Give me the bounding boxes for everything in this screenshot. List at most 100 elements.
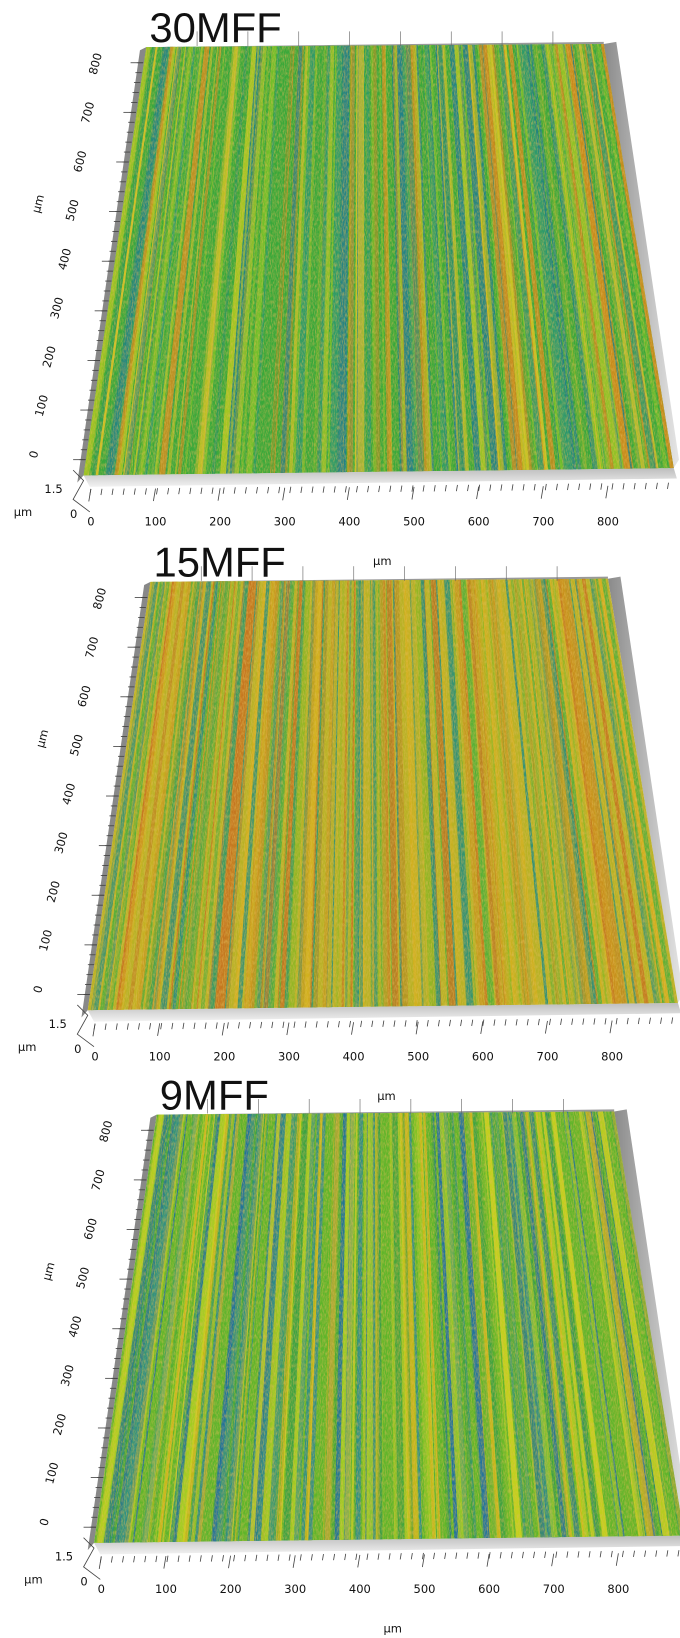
x-minor-tick bbox=[677, 1550, 680, 1557]
x-minor-tick bbox=[466, 1552, 469, 1559]
x-minor-tick bbox=[244, 487, 247, 494]
x-minor-tick bbox=[367, 485, 369, 493]
x-tick-label: 100 bbox=[155, 1582, 177, 1596]
x-minor-tick bbox=[644, 1550, 647, 1557]
x-minor-tick bbox=[633, 482, 636, 490]
x-minor-tick bbox=[256, 487, 258, 494]
surface-texture bbox=[87, 578, 678, 1011]
y-tick-label: 700 bbox=[82, 635, 101, 660]
back-wall bbox=[148, 576, 608, 582]
x-minor-tick bbox=[244, 1554, 247, 1562]
x-minor-tick bbox=[144, 1555, 147, 1563]
x-minor-tick bbox=[215, 1022, 218, 1029]
x-tick bbox=[544, 1020, 548, 1034]
x-minor-tick bbox=[415, 1020, 418, 1027]
x-minor-tick bbox=[166, 1555, 169, 1563]
x-tick-label: 300 bbox=[284, 1582, 306, 1596]
y-tick-label: 300 bbox=[51, 830, 70, 855]
x-minor-tick bbox=[322, 486, 325, 493]
back-wall bbox=[154, 1109, 615, 1115]
y-tick-label: 100 bbox=[36, 928, 55, 953]
x-minor-tick bbox=[510, 1551, 513, 1559]
x-minor-tick bbox=[482, 1019, 485, 1026]
x-minor-tick bbox=[544, 1551, 547, 1558]
x-minor-tick bbox=[349, 1020, 351, 1028]
x-minor-tick bbox=[410, 1553, 413, 1560]
surface bbox=[87, 578, 678, 1011]
x-minor-tick bbox=[599, 1550, 602, 1558]
x-tick bbox=[346, 487, 350, 500]
x-minor-tick bbox=[426, 1020, 429, 1027]
x-minor-tick bbox=[189, 487, 192, 495]
surface-texture bbox=[94, 1111, 680, 1543]
y-tick-label: 400 bbox=[65, 1314, 84, 1339]
x-tick bbox=[540, 486, 544, 499]
x-minor-tick bbox=[604, 1018, 607, 1025]
y-tick-label: 600 bbox=[70, 149, 89, 174]
x-minor-tick bbox=[222, 487, 225, 494]
x-minor-tick bbox=[455, 484, 458, 492]
x-minor-tick bbox=[366, 1553, 369, 1560]
x-minor-tick bbox=[433, 1552, 435, 1560]
x-minor-tick bbox=[271, 1021, 274, 1029]
x-minor-tick bbox=[455, 1552, 458, 1559]
side-wall bbox=[614, 1109, 680, 1511]
x-tick-label: 500 bbox=[414, 1582, 436, 1596]
x-minor-tick bbox=[371, 1020, 374, 1028]
x-tick-label: 300 bbox=[274, 514, 296, 528]
y-tick-label: 0 bbox=[26, 449, 41, 460]
x-minor-tick bbox=[177, 1555, 180, 1562]
x-tick-label: 200 bbox=[220, 1582, 242, 1596]
x-minor-tick bbox=[326, 1021, 329, 1028]
x-minor-tick bbox=[578, 483, 581, 490]
x-tick bbox=[411, 486, 415, 500]
x-minor-tick bbox=[333, 1553, 336, 1561]
x-tick-label: 700 bbox=[543, 1582, 565, 1596]
x-minor-tick bbox=[544, 483, 547, 491]
x-minor-tick bbox=[610, 1550, 613, 1558]
left-wall bbox=[87, 1114, 157, 1551]
y-tick-label: 500 bbox=[73, 1265, 92, 1290]
x-minor-tick bbox=[478, 484, 481, 492]
x-axis-label: µm bbox=[373, 554, 392, 568]
x-minor-tick bbox=[222, 1555, 224, 1562]
x-tick bbox=[415, 1021, 419, 1035]
x-minor-tick bbox=[566, 1551, 569, 1558]
x-minor-tick bbox=[588, 1551, 591, 1558]
x-tick bbox=[286, 1022, 290, 1036]
x-tick-label: 600 bbox=[472, 1049, 494, 1063]
x-minor-tick bbox=[567, 483, 569, 491]
x-minor-tick bbox=[344, 486, 347, 493]
x-minor-tick bbox=[477, 1552, 480, 1559]
y-tick-label: 0 bbox=[30, 984, 45, 995]
z-tick-label: 0 bbox=[74, 1042, 81, 1056]
x-minor-tick bbox=[433, 485, 436, 492]
y-tick-label: 300 bbox=[58, 1363, 77, 1388]
x-minor-tick bbox=[555, 483, 558, 491]
surface-panel: 15MFF 0 100 200 300 400 500 600 700 800 µm 0 100 200 3… bbox=[18, 539, 680, 1103]
surface-texture bbox=[83, 43, 674, 476]
x-minor-tick bbox=[582, 1018, 585, 1025]
y-axis-label: µm bbox=[33, 728, 51, 749]
x-minor-tick bbox=[593, 1018, 596, 1025]
x-minor-tick bbox=[149, 1023, 152, 1030]
x-tick-label: 800 bbox=[601, 1049, 623, 1063]
y-tick-label: 700 bbox=[89, 1168, 108, 1193]
panel-title: 30MFF bbox=[149, 4, 281, 51]
x-minor-tick bbox=[277, 1554, 280, 1561]
x-minor-tick bbox=[560, 1018, 563, 1026]
x-minor-tick bbox=[500, 484, 503, 491]
y-tick-label: 600 bbox=[75, 684, 94, 709]
front-wall bbox=[83, 468, 677, 487]
x-minor-tick bbox=[444, 1552, 447, 1560]
side-wall bbox=[603, 41, 679, 469]
x-minor-tick bbox=[104, 1023, 107, 1030]
x-minor-tick bbox=[99, 1556, 102, 1563]
z-axis-label: µm bbox=[14, 505, 33, 519]
y-axis-label: µm bbox=[39, 1261, 57, 1282]
front-wall bbox=[94, 1535, 680, 1555]
x-minor-tick bbox=[422, 1552, 424, 1560]
x-minor-tick bbox=[199, 1555, 202, 1562]
x-minor-tick bbox=[144, 488, 147, 495]
x-axis-label: µm bbox=[377, 1089, 396, 1103]
